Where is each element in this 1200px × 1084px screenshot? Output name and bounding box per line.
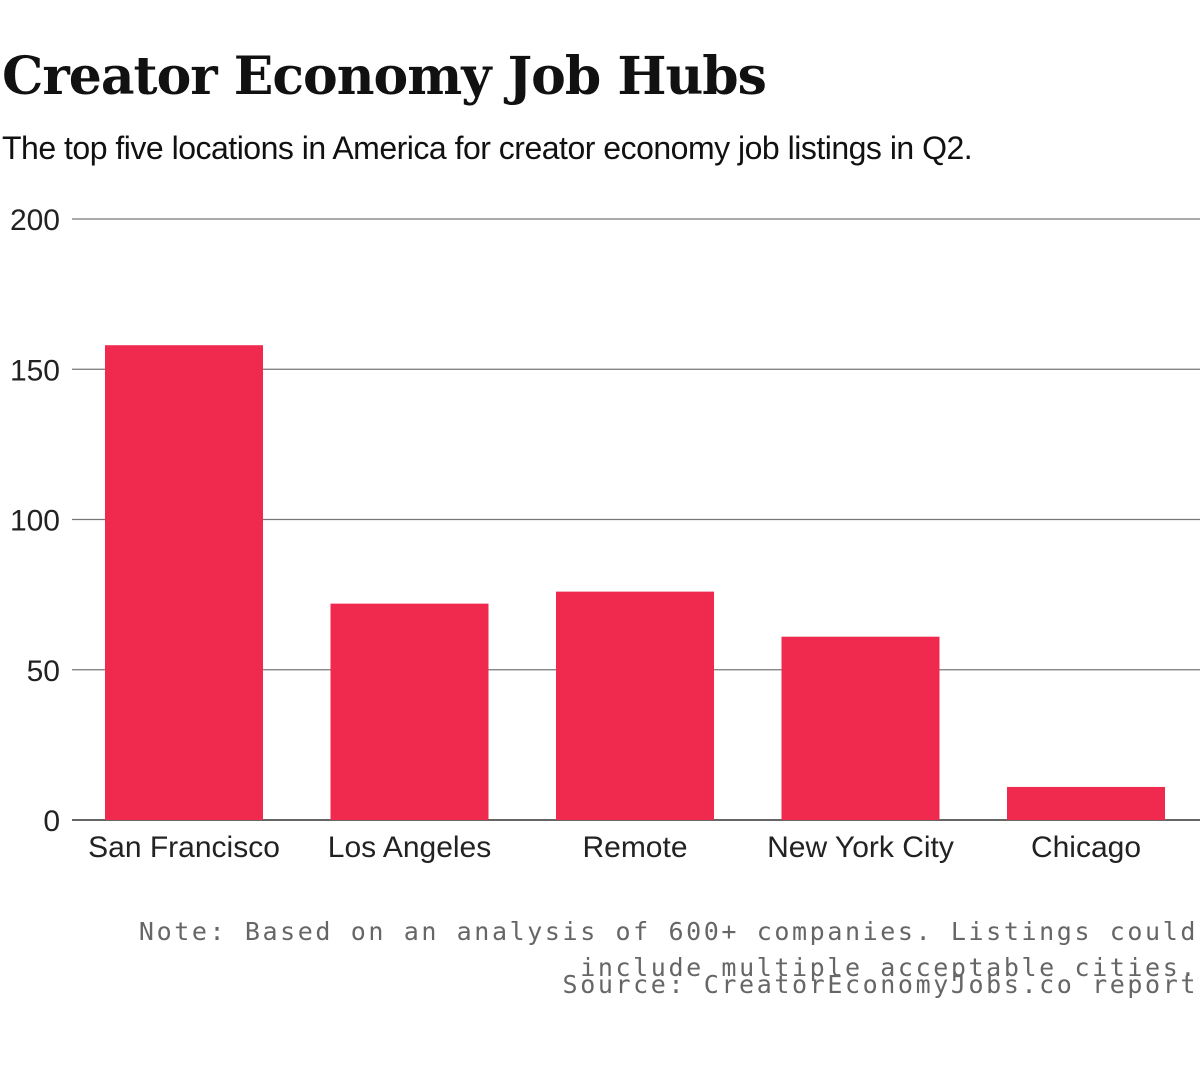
bar-chicago (1007, 786, 1165, 820)
bar-chart: 0 50 100 150 200 San Francisco Los Angeles Rem… (10, 204, 1200, 864)
y-tick-label: 0 (43, 805, 60, 838)
bar-san-francisco (105, 345, 263, 820)
y-tick-label: 200 (10, 204, 60, 237)
y-tick-label: 50 (27, 655, 60, 688)
bar-remote (556, 591, 714, 820)
chart-note: Note: Based on an analysis of 600+ compa… (138, 917, 1198, 982)
chart-title: Creator Economy Job Hubs (2, 46, 767, 107)
bar-new-york-city (781, 636, 940, 820)
chart-source: Source: CreatorEconomyJobs.co report (562, 970, 1198, 999)
x-category-label: San Francisco (88, 831, 280, 864)
x-category-label: New York City (767, 831, 954, 864)
x-axis-category-labels: San Francisco Los Angeles Remote New York C… (88, 831, 1141, 864)
y-tick-label: 100 (10, 505, 60, 538)
x-category-label: Remote (582, 831, 687, 864)
chart-subtitle: The top five locations in America for cr… (2, 130, 973, 166)
x-category-label: Los Angeles (328, 831, 491, 864)
y-axis-tick-labels: 0 50 100 150 200 (10, 204, 60, 838)
x-category-label: Chicago (1031, 831, 1141, 864)
y-tick-label: 150 (10, 354, 60, 387)
bar-los-angeles (330, 603, 489, 820)
bars (105, 345, 1165, 820)
